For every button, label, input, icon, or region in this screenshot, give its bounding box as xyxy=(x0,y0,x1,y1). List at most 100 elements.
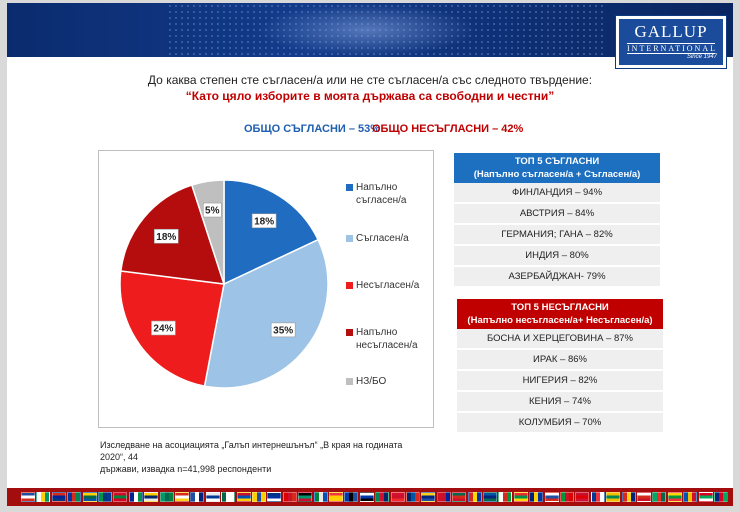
svg-text:5%: 5% xyxy=(205,206,220,217)
footnote-line: Изследване на асоциацията „Галъп интерне… xyxy=(100,440,403,462)
table-row: АВСТРИЯ – 84% xyxy=(454,204,660,225)
survey-statement: “Като цяло изборите в моята държава са с… xyxy=(185,89,555,103)
legend-swatch xyxy=(346,329,353,336)
header-banner xyxy=(7,3,733,57)
country-flag xyxy=(652,492,667,502)
country-flag xyxy=(714,492,728,502)
country-flag xyxy=(190,492,205,502)
legend-label: Напълно xyxy=(356,182,398,193)
top5-agree-header: ТОП 5 СЪГЛАСНИ (Напълно съгласен/а + Съг… xyxy=(454,153,660,183)
slice-label: 35% xyxy=(270,322,296,338)
country-flags-strip xyxy=(7,488,733,506)
table-row: АЗЕРБАЙДЖАН- 79% xyxy=(454,267,660,288)
country-flag xyxy=(436,492,451,502)
country-flag xyxy=(128,492,143,502)
legend-swatch xyxy=(346,282,353,289)
country-flag xyxy=(282,492,297,502)
country-flag xyxy=(544,492,559,502)
logo-since: Since 1947 xyxy=(686,54,717,60)
country-flag xyxy=(498,492,513,502)
table-row: ГЕРМАНИЯ; ГАНА – 82% xyxy=(454,225,660,246)
country-flag xyxy=(21,492,35,502)
logo-brand: GALLUP xyxy=(634,22,708,41)
country-flag xyxy=(159,492,174,502)
country-flag xyxy=(606,492,621,502)
country-flag xyxy=(452,492,467,502)
country-flag xyxy=(205,492,220,502)
footnote-line: държави, извадка n=41,998 респонденти xyxy=(100,464,272,474)
country-flag xyxy=(344,492,359,502)
top5-agree-table: ТОП 5 СЪГЛАСНИ (Напълно съгласен/а + Съг… xyxy=(454,153,660,288)
survey-question: До каква степен сте съгласен/а или не ст… xyxy=(147,73,593,87)
table-row: ФИНЛАНДИЯ – 94% xyxy=(454,183,660,204)
country-flag xyxy=(667,492,682,502)
country-flag xyxy=(590,492,605,502)
pie-slice xyxy=(203,238,329,389)
country-flag xyxy=(375,492,390,502)
gallup-logo: GALLUP INTERNATIONAL Since 1947 xyxy=(615,15,727,69)
legend-label: Съгласен/а xyxy=(356,233,409,244)
table-row: ИРАК – 86% xyxy=(457,350,663,371)
svg-text:24%: 24% xyxy=(153,324,173,335)
top5-agree-title: ТОП 5 СЪГЛАСНИ xyxy=(514,156,600,167)
country-flag xyxy=(621,492,636,502)
country-flag xyxy=(406,492,420,502)
slide: GALLUP INTERNATIONAL Since 1947 До каква… xyxy=(7,3,733,506)
country-flag xyxy=(637,492,651,502)
country-flag xyxy=(252,492,266,502)
country-flag xyxy=(82,492,97,502)
top5-agree-subtitle: (Напълно съгласен/а + Съгласен/а) xyxy=(473,169,641,180)
country-flag xyxy=(683,492,698,502)
legend-label: съгласен/а xyxy=(356,195,407,206)
table-row: БОСНА И ХЕРЦЕГОВИНА – 87% xyxy=(457,329,663,350)
country-flag xyxy=(98,492,112,502)
country-flag xyxy=(236,492,251,502)
total-disagree: ОБЩО НЕСЪГЛАСНИ – 42% xyxy=(372,123,524,135)
pie-slice xyxy=(223,179,320,286)
country-flag xyxy=(113,492,128,502)
slice-label: 5% xyxy=(202,202,222,218)
country-flag xyxy=(267,492,282,502)
table-row: КЕНИЯ – 74% xyxy=(457,392,663,413)
country-flag xyxy=(483,492,497,502)
country-flag xyxy=(513,492,528,502)
svg-text:18%: 18% xyxy=(156,232,176,243)
top5-disagree-title: ТОП 5 НЕСЪГЛАСНИ xyxy=(511,302,609,313)
legend-swatch xyxy=(346,378,353,385)
country-flag xyxy=(175,492,189,502)
slice-label: 24% xyxy=(151,320,176,336)
table-row: КОЛУМБИЯ – 70% xyxy=(457,413,663,434)
country-flag xyxy=(529,492,544,502)
table-row: ИНДИЯ – 80% xyxy=(454,246,660,267)
legend-label: НЗ/БО xyxy=(356,376,387,387)
legend-swatch xyxy=(346,184,353,191)
country-flag xyxy=(467,492,482,502)
country-flag xyxy=(51,492,66,502)
top5-disagree-subtitle: (Напълно несъгласен/а+ Несъгласен/а) xyxy=(467,315,653,326)
legend-label: Несъгласен/а xyxy=(356,280,420,291)
country-flag xyxy=(359,492,374,502)
table-row: НИГЕРИЯ – 82% xyxy=(457,371,663,392)
country-flag xyxy=(421,492,436,502)
slice-label: 18% xyxy=(154,228,179,244)
svg-text:35%: 35% xyxy=(273,325,293,336)
country-flag xyxy=(313,492,328,502)
svg-text:18%: 18% xyxy=(254,216,274,227)
country-flag xyxy=(560,492,574,502)
country-flag xyxy=(698,492,713,502)
country-flag xyxy=(36,492,51,502)
logo-sub: INTERNATIONAL xyxy=(627,43,717,54)
legend-label: несъгласен/а xyxy=(356,340,418,351)
pie-chart-panel: 18% 35% 24% 18% 5% Напълно съгласен/а Съгласе… xyxy=(98,150,434,428)
header-glow xyxy=(257,3,477,57)
country-flag xyxy=(67,492,82,502)
slice-label: 18% xyxy=(251,213,277,229)
legend-label: Напълно xyxy=(356,327,398,338)
country-flag xyxy=(329,492,343,502)
country-flag xyxy=(390,492,405,502)
total-agree: ОБЩО СЪГЛАСНИ – 53% xyxy=(244,123,381,135)
pie-chart: 18% 35% 24% 18% 5% xyxy=(119,179,329,389)
country-flag xyxy=(144,492,159,502)
legend-swatch xyxy=(346,235,353,242)
country-flag xyxy=(575,492,590,502)
